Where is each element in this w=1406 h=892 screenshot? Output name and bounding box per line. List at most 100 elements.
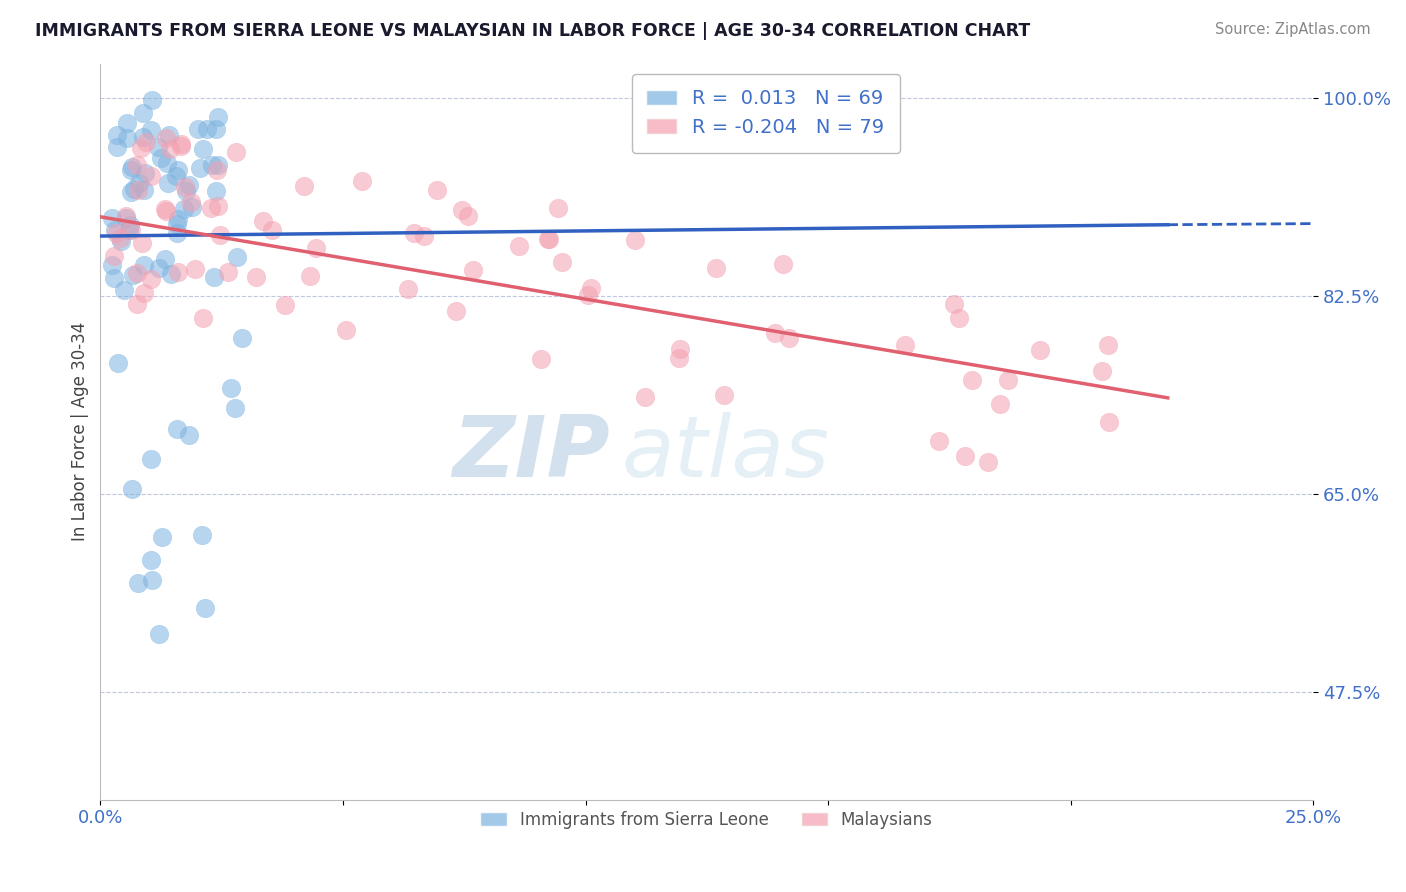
Point [195, 122, 218, 136]
Point [132, 285, 155, 300]
Point [150, 530, 173, 544]
Point [117, 116, 139, 130]
Point [167, 265, 190, 279]
Point [778, 330, 800, 344]
Point [125, 158, 148, 172]
Point [209, 227, 232, 242]
Point [173, 202, 195, 216]
Point [139, 123, 162, 137]
Point [165, 169, 187, 183]
Point [412, 228, 434, 243]
Point [157, 128, 180, 142]
Point [148, 260, 170, 275]
Point [166, 226, 188, 240]
Point [633, 390, 655, 404]
Point [166, 212, 188, 227]
Text: ZIP: ZIP [453, 412, 610, 495]
Point [396, 282, 419, 296]
Point [180, 200, 202, 214]
Point [176, 184, 198, 198]
Point [988, 397, 1011, 411]
Point [304, 241, 326, 255]
Point [160, 267, 183, 281]
Point [104, 223, 127, 237]
Point [194, 601, 217, 615]
Point [155, 203, 177, 218]
Point [120, 218, 142, 232]
Point [426, 183, 449, 197]
Point [169, 139, 191, 153]
Point [446, 303, 468, 318]
Point [668, 351, 690, 365]
Point [139, 272, 162, 286]
Point [260, 223, 283, 237]
Legend: Immigrants from Sierra Leone, Malaysians: Immigrants from Sierra Leone, Malaysians [475, 804, 939, 835]
Point [623, 233, 645, 247]
Y-axis label: In Labor Force | Age 30-34: In Labor Force | Age 30-34 [72, 322, 89, 541]
Point [127, 576, 149, 591]
Point [170, 136, 193, 151]
Point [217, 265, 239, 279]
Point [174, 179, 197, 194]
Point [245, 270, 267, 285]
Point [155, 130, 177, 145]
Point [579, 281, 602, 295]
Point [100, 258, 122, 272]
Point [335, 323, 357, 337]
Point [298, 268, 321, 283]
Point [104, 227, 127, 241]
Point [166, 217, 188, 231]
Point [120, 223, 142, 237]
Point [537, 232, 560, 246]
Point [128, 176, 150, 190]
Point [166, 422, 188, 436]
Point [894, 338, 917, 352]
Point [997, 373, 1019, 387]
Point [122, 182, 145, 196]
Point [252, 213, 274, 227]
Point [551, 255, 574, 269]
Point [167, 162, 190, 177]
Point [141, 93, 163, 107]
Point [704, 260, 727, 275]
Point [135, 135, 157, 149]
Point [207, 110, 229, 124]
Point [103, 249, 125, 263]
Point [127, 183, 149, 197]
Point [121, 268, 143, 282]
Point [226, 250, 249, 264]
Point [292, 178, 315, 193]
Point [105, 128, 128, 142]
Point [153, 202, 176, 217]
Point [953, 449, 976, 463]
Point [352, 174, 374, 188]
Point [107, 356, 129, 370]
Text: IMMIGRANTS FROM SIERRA LEONE VS MALAYSIAN IN LABOR FORCE | AGE 30-34 CORRELATION: IMMIGRANTS FROM SIERRA LEONE VS MALAYSIA… [35, 22, 1031, 40]
Point [1098, 415, 1121, 429]
Point [179, 428, 201, 442]
Point [772, 257, 794, 271]
Point [404, 226, 426, 240]
Point [129, 141, 152, 155]
Point [110, 235, 132, 249]
Point [141, 573, 163, 587]
Point [131, 106, 153, 120]
Point [928, 434, 950, 448]
Point [205, 122, 228, 136]
Point [177, 178, 200, 193]
Point [125, 297, 148, 311]
Point [108, 231, 131, 245]
Point [225, 145, 247, 159]
Point [461, 263, 484, 277]
Point [202, 270, 225, 285]
Point [191, 527, 214, 541]
Point [191, 142, 214, 156]
Point [114, 211, 136, 225]
Point [668, 342, 690, 356]
Point [508, 238, 530, 252]
Point [120, 163, 142, 178]
Point [200, 158, 222, 172]
Point [101, 211, 124, 225]
Point [157, 177, 180, 191]
Point [1097, 338, 1119, 352]
